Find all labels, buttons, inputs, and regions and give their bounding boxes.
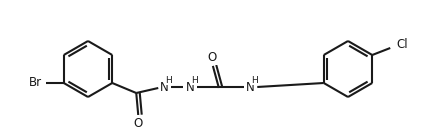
Text: H: H (251, 75, 258, 85)
Text: N: N (246, 81, 254, 93)
Text: O: O (134, 116, 143, 129)
Text: N: N (160, 81, 168, 93)
Text: Br: Br (29, 76, 42, 89)
Text: Cl: Cl (396, 38, 408, 52)
Text: N: N (186, 81, 194, 93)
Text: H: H (191, 75, 198, 85)
Text: H: H (165, 75, 172, 85)
Text: O: O (208, 51, 217, 64)
